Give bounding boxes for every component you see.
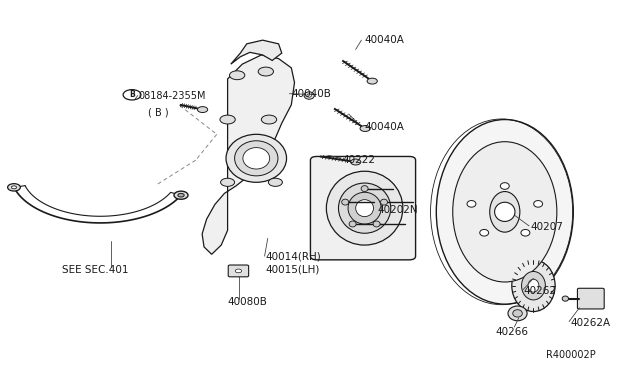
Ellipse shape bbox=[521, 230, 530, 236]
Ellipse shape bbox=[480, 230, 489, 236]
Ellipse shape bbox=[367, 78, 378, 84]
Polygon shape bbox=[231, 40, 282, 64]
Ellipse shape bbox=[226, 134, 287, 182]
Text: 40207: 40207 bbox=[531, 222, 563, 232]
Circle shape bbox=[236, 269, 242, 273]
Ellipse shape bbox=[452, 142, 557, 282]
Text: 40262: 40262 bbox=[524, 286, 557, 296]
Text: 40040A: 40040A bbox=[365, 122, 404, 132]
Ellipse shape bbox=[356, 200, 374, 217]
Ellipse shape bbox=[243, 148, 269, 169]
Circle shape bbox=[220, 115, 236, 124]
Circle shape bbox=[221, 178, 235, 186]
FancyBboxPatch shape bbox=[577, 288, 604, 309]
Text: 40015(LH): 40015(LH) bbox=[266, 264, 320, 274]
Polygon shape bbox=[202, 55, 294, 254]
Text: 40266: 40266 bbox=[495, 327, 528, 337]
Ellipse shape bbox=[198, 107, 207, 112]
Text: 40040A: 40040A bbox=[365, 35, 404, 45]
Circle shape bbox=[230, 71, 245, 80]
Ellipse shape bbox=[513, 310, 522, 317]
Ellipse shape bbox=[360, 125, 371, 131]
Text: B: B bbox=[129, 90, 135, 99]
Ellipse shape bbox=[495, 202, 515, 221]
Ellipse shape bbox=[307, 94, 312, 97]
Text: SEE SEC.401: SEE SEC.401 bbox=[62, 265, 129, 275]
FancyBboxPatch shape bbox=[228, 265, 248, 277]
Ellipse shape bbox=[490, 192, 520, 232]
Circle shape bbox=[258, 67, 273, 76]
Ellipse shape bbox=[348, 192, 381, 224]
Ellipse shape bbox=[351, 159, 361, 165]
Ellipse shape bbox=[235, 141, 278, 176]
Circle shape bbox=[268, 178, 282, 186]
Ellipse shape bbox=[467, 201, 476, 207]
Text: 40262A: 40262A bbox=[570, 318, 611, 328]
Ellipse shape bbox=[534, 201, 543, 207]
Circle shape bbox=[261, 115, 276, 124]
Text: R400002P: R400002P bbox=[546, 350, 596, 360]
Ellipse shape bbox=[304, 92, 314, 99]
Text: 40040B: 40040B bbox=[291, 89, 332, 99]
Ellipse shape bbox=[512, 260, 555, 311]
Ellipse shape bbox=[361, 186, 368, 192]
Ellipse shape bbox=[178, 193, 184, 197]
Ellipse shape bbox=[342, 199, 349, 205]
Ellipse shape bbox=[8, 184, 20, 191]
Text: 40202N: 40202N bbox=[378, 205, 418, 215]
FancyBboxPatch shape bbox=[310, 157, 415, 260]
Text: ( B ): ( B ) bbox=[148, 107, 168, 117]
Ellipse shape bbox=[500, 183, 509, 189]
Text: 08184-2355M: 08184-2355M bbox=[138, 90, 206, 100]
Ellipse shape bbox=[339, 183, 391, 233]
Ellipse shape bbox=[373, 221, 380, 227]
Ellipse shape bbox=[436, 119, 573, 304]
Ellipse shape bbox=[508, 306, 527, 321]
Ellipse shape bbox=[326, 171, 403, 245]
Ellipse shape bbox=[562, 296, 568, 301]
Text: 40222: 40222 bbox=[342, 155, 375, 165]
Ellipse shape bbox=[349, 221, 356, 227]
Text: 40080B: 40080B bbox=[228, 297, 268, 307]
Ellipse shape bbox=[522, 272, 545, 300]
Ellipse shape bbox=[12, 186, 17, 189]
Ellipse shape bbox=[381, 199, 387, 205]
Ellipse shape bbox=[174, 191, 188, 199]
Ellipse shape bbox=[528, 279, 539, 292]
Text: 40014(RH): 40014(RH) bbox=[266, 251, 321, 261]
